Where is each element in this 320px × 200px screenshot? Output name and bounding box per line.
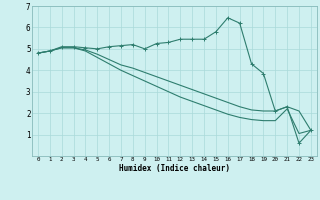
X-axis label: Humidex (Indice chaleur): Humidex (Indice chaleur) [119, 164, 230, 173]
